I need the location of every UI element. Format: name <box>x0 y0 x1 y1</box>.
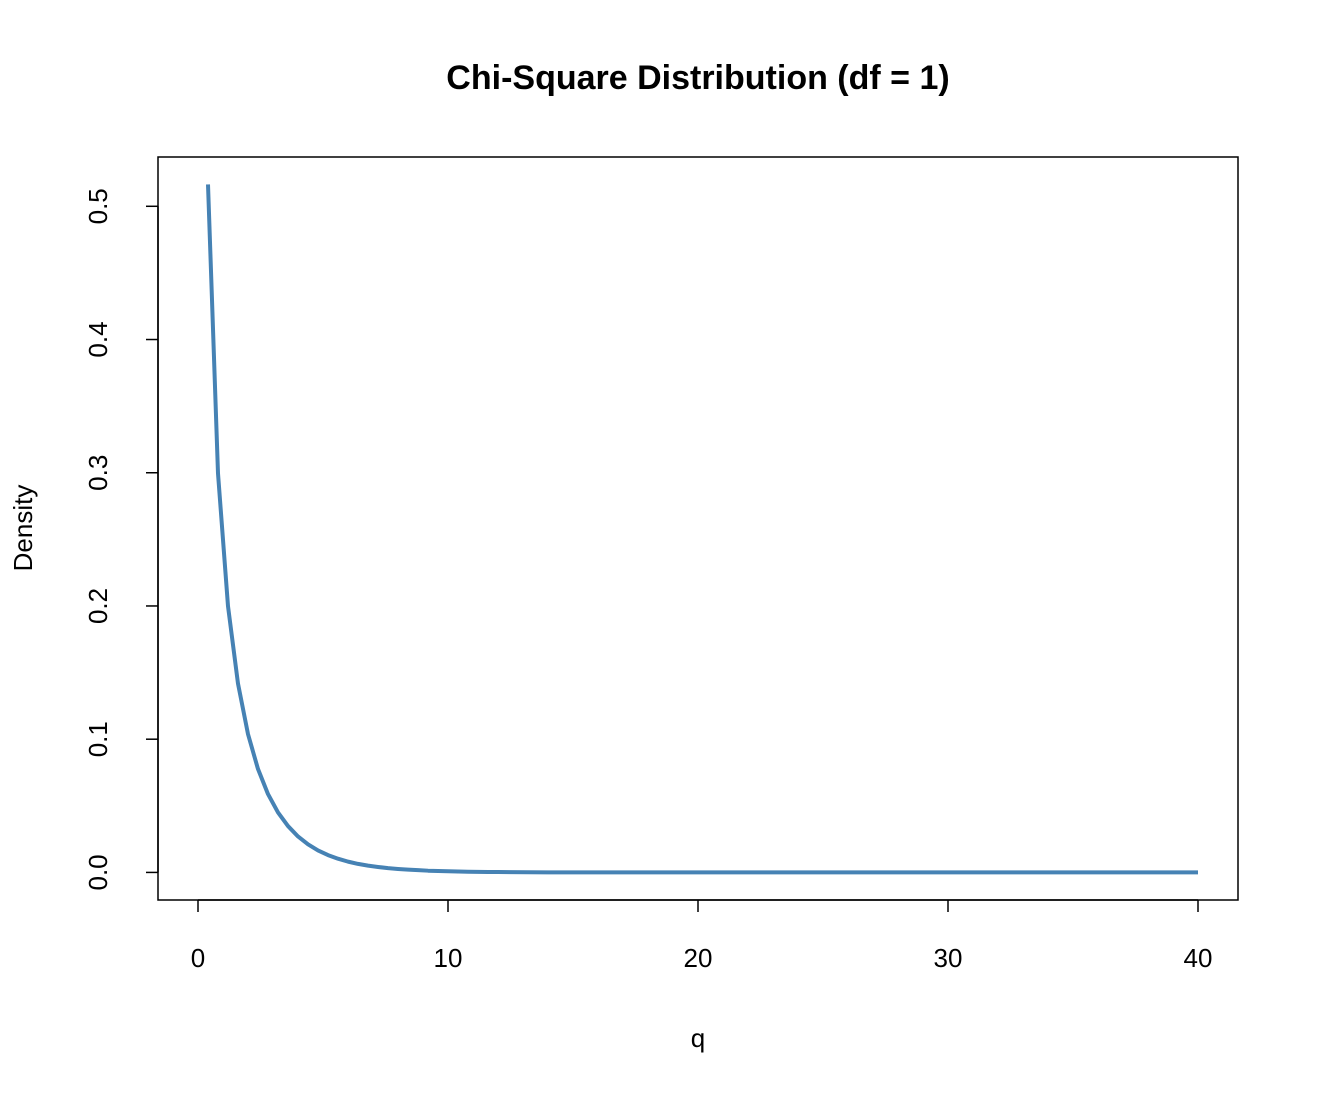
x-axis-label: q <box>691 1023 705 1053</box>
y-tick-label: 0.4 <box>83 321 113 357</box>
y-tick-label: 0.1 <box>83 721 113 757</box>
y-tick-label: 0.5 <box>83 188 113 224</box>
x-tick-label: 20 <box>684 943 713 973</box>
x-tick-label: 40 <box>1184 943 1213 973</box>
y-tick-label: 0.2 <box>83 588 113 624</box>
x-tick-label: 30 <box>934 943 963 973</box>
y-axis-label: Density <box>8 485 38 572</box>
x-tick-label: 0 <box>191 943 205 973</box>
y-tick-label: 0.3 <box>83 455 113 491</box>
y-tick-label: 0.0 <box>83 854 113 890</box>
x-tick-label: 10 <box>434 943 463 973</box>
chart-title: Chi-Square Distribution (df = 1) <box>446 59 949 97</box>
data-line <box>206 184 1198 875</box>
